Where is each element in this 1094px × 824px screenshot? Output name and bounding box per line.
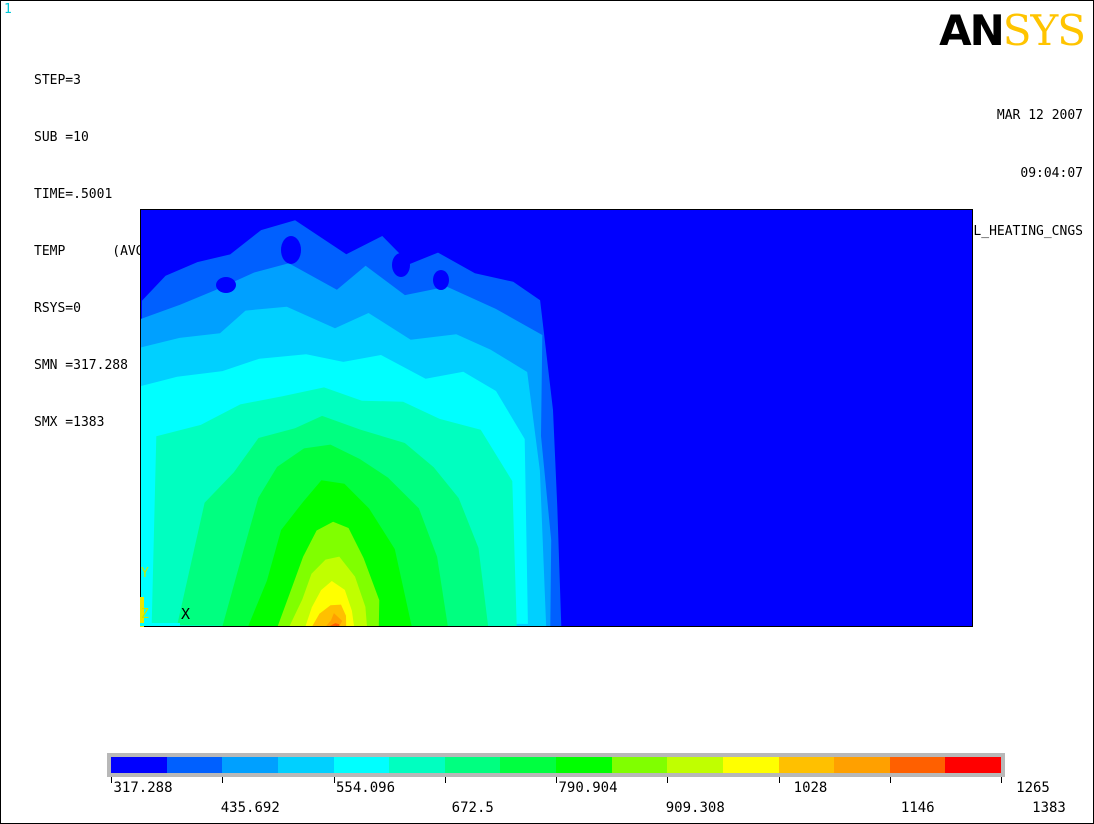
legend-cell xyxy=(722,757,779,773)
legend-tick xyxy=(333,777,335,783)
info-smn: SMN =317.288 xyxy=(34,358,128,373)
legend-label: 554.096 xyxy=(335,780,396,796)
legend-label: 1146 xyxy=(900,800,935,816)
plot-title: FOIL_HEATING_CNGS xyxy=(949,224,1083,239)
legend-cell xyxy=(333,757,390,773)
info-smx: SMX =1383 xyxy=(34,415,105,430)
legend-tick xyxy=(889,777,891,783)
legend-cell xyxy=(277,757,334,773)
info-sub: SUB =10 xyxy=(34,130,89,145)
legend-cell xyxy=(500,757,556,773)
legend-tick xyxy=(222,777,224,783)
legend-tick xyxy=(556,777,557,783)
legend-label: 790.904 xyxy=(558,780,618,796)
contour-hole xyxy=(392,253,410,277)
contour-legend-bar xyxy=(107,753,1005,777)
contour-bands xyxy=(141,220,562,626)
legend-label: 1383 xyxy=(1032,800,1066,816)
legend-cell xyxy=(667,757,723,773)
legend-cell xyxy=(556,757,612,773)
legend-cell xyxy=(111,757,167,773)
coordinate-triad: Y Z X xyxy=(140,566,190,627)
contour-hole xyxy=(216,277,236,293)
info-time: TIME=.5001 xyxy=(34,187,113,202)
contour-svg xyxy=(141,210,972,626)
legend-tick xyxy=(778,777,780,783)
legend-cell xyxy=(222,757,278,773)
triad-label-x: X xyxy=(181,605,190,623)
contour-band xyxy=(329,623,340,626)
temperature-contour-plot xyxy=(140,209,973,627)
contour-band xyxy=(336,625,338,626)
logo-text-an: AN xyxy=(939,6,1005,55)
legend-cell xyxy=(611,757,668,773)
legend-tick xyxy=(1001,777,1002,783)
info-step: STEP=3 xyxy=(34,73,81,88)
contour-hole xyxy=(433,270,449,290)
legend-cell xyxy=(778,757,835,773)
legend-tick xyxy=(667,777,669,783)
triad-x-axis xyxy=(140,623,180,626)
legend-cell xyxy=(444,757,501,773)
legend-cells xyxy=(111,757,1001,773)
legend-label: 672.5 xyxy=(451,800,494,816)
info-temp: TEMP (AVG) xyxy=(34,244,152,259)
legend-tick xyxy=(444,777,446,783)
legend-cell xyxy=(166,757,223,773)
triad-y-axis xyxy=(140,597,144,627)
triad-label-z: Z xyxy=(141,607,149,622)
window-number: 1 xyxy=(4,2,12,17)
logo-text-sys: SYS xyxy=(1002,6,1086,55)
legend-label: 1028 xyxy=(793,780,828,796)
legend-label: 317.288 xyxy=(113,780,173,796)
contour-band xyxy=(326,613,343,626)
plot-time: 09:04:07 xyxy=(1020,166,1083,181)
triad-label-y: Y xyxy=(141,566,149,581)
legend-cell xyxy=(945,757,1001,773)
date-title-block: MAR 12 2007 09:04:07 FOIL_HEATING_CNGS xyxy=(950,68,1083,280)
legend-cell xyxy=(389,757,445,773)
result-info-panel: STEP=3 SUB =10 TIME=.5001 TEMP (AVG) RSY… xyxy=(34,33,151,470)
info-rsys: RSYS=0 xyxy=(34,301,81,316)
ansys-logo: ANSYS xyxy=(939,6,1086,55)
legend-cell xyxy=(834,757,890,773)
contour-hole xyxy=(281,236,301,264)
plot-date: MAR 12 2007 xyxy=(996,108,1083,123)
legend-label: 1265 xyxy=(1016,780,1050,796)
legend-cell xyxy=(889,757,946,773)
legend-label: 909.308 xyxy=(665,800,725,816)
legend-label: 435.692 xyxy=(220,800,280,816)
legend-tick xyxy=(111,777,112,783)
